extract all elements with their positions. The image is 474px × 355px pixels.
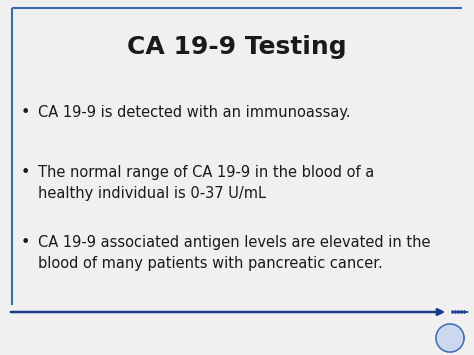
Text: CA 19-9 associated antigen levels are elevated in the
blood of many patients wit: CA 19-9 associated antigen levels are el… [38, 235, 430, 271]
Text: CA 19-9 Testing: CA 19-9 Testing [127, 35, 347, 59]
Text: The normal range of CA 19-9 in the blood of a
healthy individual is 0-37 U/mL: The normal range of CA 19-9 in the blood… [38, 165, 374, 201]
Text: •: • [20, 165, 30, 180]
Text: CA 19-9 is detected with an immunoassay.: CA 19-9 is detected with an immunoassay. [38, 105, 351, 120]
Circle shape [436, 324, 464, 352]
Text: •: • [20, 105, 30, 120]
Text: •: • [20, 235, 30, 250]
